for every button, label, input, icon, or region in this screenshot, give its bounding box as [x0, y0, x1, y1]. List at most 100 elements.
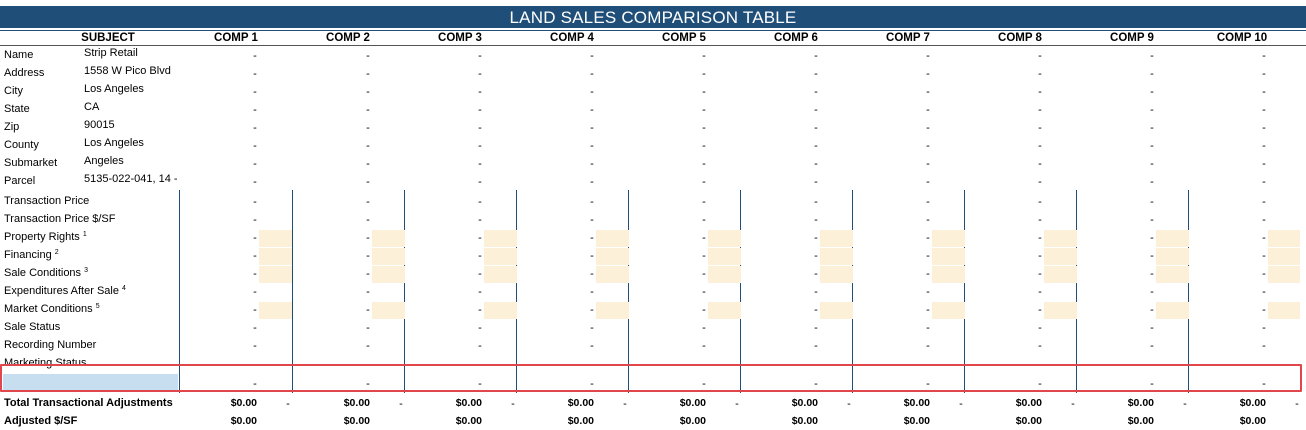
adjustment-input-cell[interactable] [1268, 248, 1300, 265]
adjustment-input-cell[interactable] [1044, 266, 1077, 283]
comp-value-cell[interactable]: - [1150, 176, 1154, 188]
comp-value-cell[interactable]: - [1150, 122, 1154, 134]
comp-value-cell[interactable]: - [478, 86, 482, 98]
adjustment-input-cell[interactable] [484, 248, 517, 265]
comp-value-cell[interactable]: - [926, 50, 930, 62]
adjustment-input-cell[interactable] [1268, 302, 1300, 319]
comp-value-cell[interactable]: - [1038, 304, 1042, 316]
adjustment-input-cell[interactable] [596, 230, 629, 247]
comp-value-cell[interactable]: - [1262, 86, 1266, 98]
comp-value-cell[interactable]: - [590, 340, 594, 352]
comp-value-cell[interactable]: - [702, 176, 706, 188]
comp-value-cell[interactable]: - [926, 86, 930, 98]
adjustment-input-cell[interactable] [372, 302, 405, 319]
adjustment-input-cell[interactable] [1156, 230, 1189, 247]
comp-value-cell[interactable]: - [702, 50, 706, 62]
comp-value-cell[interactable]: - [926, 322, 930, 334]
comp-value-cell[interactable]: - [1150, 68, 1154, 80]
comp-value-cell[interactable]: - [366, 214, 370, 226]
comp-value-cell[interactable]: - [1038, 176, 1042, 188]
comp-value-cell[interactable]: - [366, 140, 370, 152]
comp-value-cell[interactable]: - [926, 232, 930, 244]
comp-value-cell[interactable]: - [478, 250, 482, 262]
comp-value-cell[interactable]: - [1150, 214, 1154, 226]
comp-value-cell[interactable]: - [478, 304, 482, 316]
comp-value-cell[interactable]: - [1262, 176, 1266, 188]
comp-value-cell[interactable]: - [478, 340, 482, 352]
comp-value-cell[interactable]: - [253, 176, 257, 188]
adjustment-input-cell[interactable] [484, 302, 517, 319]
comp-value-cell[interactable]: - [366, 250, 370, 262]
comp-value-cell[interactable]: - [1150, 86, 1154, 98]
comp-value-cell[interactable]: - [253, 140, 257, 152]
comp-value-cell[interactable]: - [478, 322, 482, 334]
comp-value-cell[interactable]: - [366, 304, 370, 316]
adjustment-input-cell[interactable] [708, 302, 741, 319]
comp-value-cell[interactable]: - [253, 286, 257, 298]
comp-value-cell[interactable]: - [926, 140, 930, 152]
comp-value-cell[interactable]: - [1038, 232, 1042, 244]
comp-value-cell[interactable]: - [1150, 322, 1154, 334]
comp-value-cell[interactable]: - [814, 122, 818, 134]
comp-value-cell[interactable]: - [366, 378, 370, 390]
comp-value-cell[interactable]: - [478, 214, 482, 226]
adjustment-input-cell[interactable] [1268, 266, 1300, 283]
comp-value-cell[interactable]: - [1150, 340, 1154, 352]
comp-value-cell[interactable]: - [478, 196, 482, 208]
comp-value-cell[interactable]: - [478, 378, 482, 390]
comp-value-cell[interactable]: - [926, 68, 930, 80]
comp-value-cell[interactable]: - [253, 68, 257, 80]
comp-value-cell[interactable]: - [590, 268, 594, 280]
comp-value-cell[interactable]: - [366, 268, 370, 280]
adjustment-input-cell[interactable] [259, 266, 292, 283]
comp-value-cell[interactable]: - [253, 322, 257, 334]
comp-value-cell[interactable]: - [1038, 322, 1042, 334]
comp-value-cell[interactable]: - [814, 68, 818, 80]
comp-value-cell[interactable]: - [702, 140, 706, 152]
comp-value-cell[interactable]: - [253, 50, 257, 62]
comp-value-cell[interactable]: - [478, 176, 482, 188]
comp-value-cell[interactable]: - [1038, 340, 1042, 352]
comp-value-cell[interactable]: - [366, 86, 370, 98]
comp-value-cell[interactable]: - [1038, 286, 1042, 298]
comp-value-cell[interactable]: - [590, 322, 594, 334]
adjustment-input-cell[interactable] [259, 248, 292, 265]
comp-value-cell[interactable]: - [366, 158, 370, 170]
comp-value-cell[interactable]: - [1038, 196, 1042, 208]
comp-value-cell[interactable]: - [926, 176, 930, 188]
adjustment-input-cell[interactable] [1044, 230, 1077, 247]
comp-value-cell[interactable]: - [1150, 104, 1154, 116]
comp-value-cell[interactable]: - [702, 286, 706, 298]
comp-value-cell[interactable]: - [926, 304, 930, 316]
adjustment-input-cell[interactable] [484, 266, 517, 283]
comp-value-cell[interactable]: - [590, 158, 594, 170]
comp-value-cell[interactable]: - [702, 304, 706, 316]
comp-value-cell[interactable]: - [814, 232, 818, 244]
comp-value-cell[interactable]: - [478, 158, 482, 170]
comp-value-cell[interactable]: - [1262, 68, 1266, 80]
comp-value-cell[interactable]: - [1262, 340, 1266, 352]
comp-value-cell[interactable]: - [590, 214, 594, 226]
comp-value-cell[interactable]: - [814, 50, 818, 62]
comp-value-cell[interactable]: - [590, 304, 594, 316]
comp-value-cell[interactable]: - [366, 176, 370, 188]
comp-value-cell[interactable]: - [253, 378, 257, 390]
comp-value-cell[interactable]: - [702, 378, 706, 390]
comp-value-cell[interactable]: - [366, 286, 370, 298]
comp-value-cell[interactable]: - [1038, 122, 1042, 134]
comp-value-cell[interactable]: - [366, 68, 370, 80]
comp-value-cell[interactable]: - [590, 196, 594, 208]
adjustment-input-cell[interactable] [820, 266, 853, 283]
comp-value-cell[interactable]: - [702, 250, 706, 262]
comp-value-cell[interactable]: - [1150, 304, 1154, 316]
comp-value-cell[interactable]: - [814, 86, 818, 98]
comp-value-cell[interactable]: - [702, 158, 706, 170]
adjustment-input-cell[interactable] [708, 230, 741, 247]
comp-value-cell[interactable]: - [1150, 50, 1154, 62]
comp-value-cell[interactable]: - [1038, 86, 1042, 98]
comp-value-cell[interactable]: - [926, 286, 930, 298]
adjustment-input-cell[interactable] [1044, 302, 1077, 319]
comp-value-cell[interactable]: - [926, 104, 930, 116]
adjustment-input-cell[interactable] [820, 230, 853, 247]
comp-value-cell[interactable]: - [253, 158, 257, 170]
